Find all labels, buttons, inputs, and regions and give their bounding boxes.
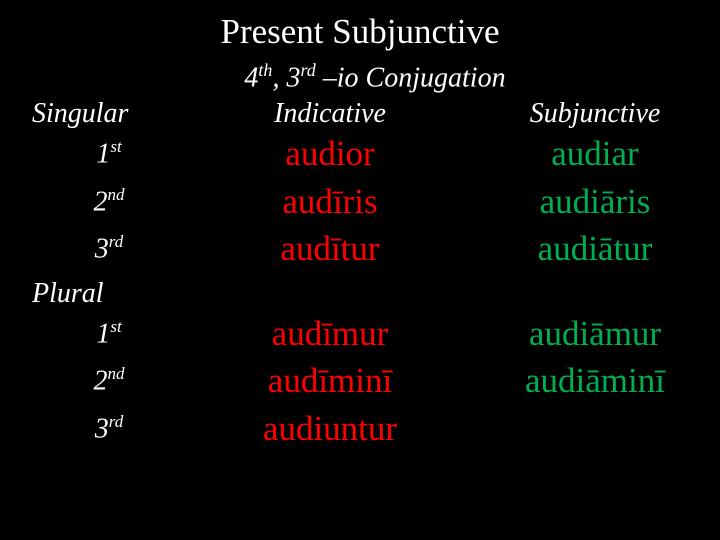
indicative-1sg: audior bbox=[190, 130, 470, 177]
row-3rd-sg: 3rd bbox=[20, 232, 190, 265]
col-subjunctive: Subjunctive bbox=[470, 98, 720, 130]
conjugation-grid: Singular Indicative Subjunctive 1st audi… bbox=[20, 98, 700, 452]
page-title: Present Subjunctive bbox=[20, 12, 700, 52]
indicative-2pl: audīminī bbox=[190, 357, 470, 404]
row-num: 2 bbox=[94, 186, 108, 217]
row-ord: rd bbox=[109, 232, 124, 251]
row-num: 1 bbox=[96, 318, 110, 349]
subtitle-part1: 4 bbox=[244, 62, 258, 93]
row-ord: nd bbox=[108, 185, 125, 204]
row-1st-pl: 1st bbox=[20, 317, 190, 350]
subjunctive-1pl: audiāmur bbox=[470, 310, 720, 357]
subjunctive-3sg: audiātur bbox=[470, 225, 720, 272]
indicative-3sg: audītur bbox=[190, 225, 470, 272]
row-2nd-pl: 2nd bbox=[20, 364, 190, 397]
subtitle-sup1: th bbox=[258, 60, 272, 80]
subjunctive-1sg: audiar bbox=[470, 130, 720, 177]
row-ord: rd bbox=[109, 412, 124, 431]
singular-label: Singular bbox=[20, 98, 190, 130]
col-indicative: Indicative bbox=[190, 98, 470, 130]
row-3rd-pl: 3rd bbox=[20, 412, 190, 445]
subtitle-part3: –io Conjugation bbox=[316, 62, 506, 93]
slide-container: Present Subjunctive 4th, 3rd –io Conjuga… bbox=[0, 0, 720, 540]
subjunctive-2sg: audiāris bbox=[470, 178, 720, 225]
subjunctive-2pl: audiāminī bbox=[470, 357, 720, 404]
row-ord: nd bbox=[108, 364, 125, 383]
subtitle-sup2: rd bbox=[300, 60, 315, 80]
row-num: 2 bbox=[94, 366, 108, 397]
plural-label: Plural bbox=[20, 278, 190, 310]
row-1st-sg: 1st bbox=[20, 137, 190, 170]
indicative-1pl: audīmur bbox=[190, 310, 470, 357]
row-2nd-sg: 2nd bbox=[20, 185, 190, 218]
row-num: 3 bbox=[95, 413, 109, 444]
row-ord: st bbox=[110, 137, 121, 156]
row-ord: st bbox=[110, 317, 121, 336]
row-num: 1 bbox=[96, 139, 110, 170]
subtitle: 4th, 3rd –io Conjugation bbox=[50, 60, 700, 94]
indicative-3pl: audiuntur bbox=[190, 405, 470, 452]
subtitle-part2: , 3 bbox=[272, 62, 300, 93]
row-num: 3 bbox=[95, 233, 109, 264]
indicative-2sg: audīris bbox=[190, 178, 470, 225]
